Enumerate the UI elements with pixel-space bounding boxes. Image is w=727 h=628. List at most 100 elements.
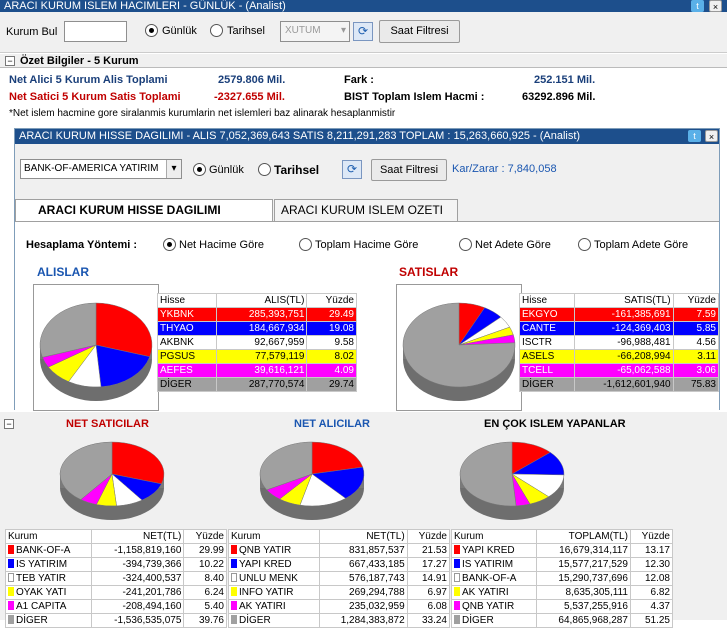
satis-pct-cell: 75.83 <box>672 377 720 392</box>
en-cok-name-cell: IS YATIRIM <box>450 557 538 572</box>
tab-hisse-dagilimi[interactable]: ARACI KURUM HISSE DAGILIMI <box>15 199 273 221</box>
net-alici-row[interactable]: UNLU MENK 576,187,743 14.91 <box>227 571 451 586</box>
net-satici-row[interactable]: DİGER -1,536,535,075 39.76 <box>4 613 227 628</box>
tarihsel-radio[interactable] <box>210 24 223 37</box>
net-satici-row[interactable]: BANK-OF-A -1,158,819,160 29.99 <box>4 543 227 558</box>
pie-slice-di-ger[interactable] <box>59 441 113 500</box>
close-icon[interactable]: × <box>705 130 718 142</box>
alis-row[interactable]: PGSUS 77,579,119 8.02 <box>156 349 357 364</box>
satis-table: Hisse SATIS(TL) Yüzde EKGYO -161,385,691 7.59… <box>518 293 720 392</box>
satis-row[interactable]: TCELL -65,062,588 3.06 <box>518 363 720 378</box>
net-alici-name-cell: DİGER <box>227 613 321 628</box>
satis-col-header[interactable]: SATIS(TL) <box>574 293 674 308</box>
net-alici-col-header[interactable]: NET(TL) <box>319 529 408 544</box>
method-radio-net-adet[interactable] <box>459 238 472 251</box>
fark-value: 252.151 Mil. <box>534 74 596 86</box>
index-select[interactable]: XUTUM ▾ <box>280 21 350 42</box>
pie-slice-di-ger[interactable] <box>402 302 516 388</box>
satis-row[interactable]: ASELS -66,208,994 3.11 <box>518 349 720 364</box>
color-swatch <box>8 559 14 568</box>
summary-note: *Net islem hacmine gore siralanmis kurum… <box>9 108 396 119</box>
panel-title: ARACI KURUM HISSE DAGILIMI - ALIS 7,052,… <box>19 130 581 142</box>
pie-slice-di-ger[interactable] <box>459 441 517 507</box>
net-satici-row[interactable]: OYAK YATI -241,201,786 6.24 <box>4 585 227 600</box>
alis-col-header[interactable]: Yüzde <box>306 293 357 308</box>
panel-saat-filtresi-button[interactable]: Saat Filtresi <box>371 159 447 181</box>
alis-col-header[interactable]: ALIS(TL) <box>216 293 308 308</box>
alis-pct-cell: 29.49 <box>306 307 357 322</box>
net-satici-col-header[interactable]: NET(TL) <box>91 529 185 544</box>
bottom-section: − NET SATICILAR NET ALICILAR EN ÇOK ISLE… <box>0 412 727 628</box>
alis-row[interactable]: AKBNK 92,667,959 9.58 <box>156 335 357 350</box>
en-cok-row[interactable]: YAPI KRED 16,679,314,117 13.17 <box>450 543 674 558</box>
net-alici-col-header[interactable]: Kurum <box>227 529 321 544</box>
en-cok-col-header[interactable]: Yüzde <box>629 529 674 544</box>
pie-slice-ykbnk[interactable] <box>95 302 153 357</box>
collapse-icon[interactable]: − <box>4 419 14 429</box>
panel-gunluk-radio[interactable] <box>193 163 206 176</box>
satis-col-header[interactable]: Hisse <box>518 293 576 308</box>
net-satici-row[interactable]: TEB YATIR -324,400,537 8.40 <box>4 571 227 586</box>
pie-slice-qnb-yatir[interactable] <box>311 441 364 475</box>
en-cok-name-cell: AK YATIRI <box>450 585 538 600</box>
satis-row[interactable]: DİGER -1,612,601,940 75.83 <box>518 377 720 392</box>
saat-filtresi-button[interactable]: Saat Filtresi <box>379 20 460 43</box>
en-cok-col-header[interactable]: Kurum <box>450 529 538 544</box>
satici-label: Net Satici 5 Kurum Satis Toplami <box>9 91 181 103</box>
twitter-icon[interactable]: t <box>691 0 704 12</box>
net-alici-row[interactable]: AK YATIRI 235,032,959 6.08 <box>227 599 451 614</box>
panel-refresh-icon[interactable]: ⟳ <box>342 160 362 179</box>
refresh-icon[interactable]: ⟳ <box>353 22 373 41</box>
alis-row[interactable]: DİGER 287,770,574 29.74 <box>156 377 357 392</box>
net-satici-name-cell: OYAK YATI <box>4 585 93 600</box>
gunluk-radio[interactable] <box>145 24 158 37</box>
net-saticilar-table: Kurum NET(TL) Yüzde BANK-OF-A -1,158,819,160… <box>4 529 227 628</box>
en-cok-row[interactable]: DİGER 64,865,968,287 51.25 <box>450 613 674 628</box>
en-cok-pct-cell: 12.30 <box>629 557 674 572</box>
en-cok-value-cell: 5,537,255,916 <box>536 599 631 614</box>
net-satici-value-cell: -324,400,537 <box>91 571 185 586</box>
method-radio-toplam-hacim[interactable] <box>299 238 312 251</box>
pie-slice-di-ger[interactable] <box>259 441 313 491</box>
net-satici-row[interactable]: IS YATIRIM -394,739,366 10.22 <box>4 557 227 572</box>
close-icon[interactable]: × <box>709 0 722 12</box>
method-radio-net-hacim[interactable] <box>163 238 176 251</box>
net-satici-row[interactable]: A1 CAPITA -208,494,160 5.40 <box>4 599 227 614</box>
en-cok-col-header[interactable]: TOPLAM(TL) <box>536 529 631 544</box>
panel-tarihsel-radio[interactable] <box>258 163 271 176</box>
method-radio-toplam-adet[interactable] <box>578 238 591 251</box>
pie-slice-bank-of-a[interactable] <box>111 441 165 485</box>
net-alici-row[interactable]: DİGER 1,284,383,872 33.24 <box>227 613 451 628</box>
alis-row[interactable]: YKBNK 285,393,751 29.49 <box>156 307 357 322</box>
pie-slice-unlu-menk[interactable] <box>299 473 347 507</box>
net-alici-col-header[interactable]: Yüzde <box>406 529 451 544</box>
net-alici-pct-cell: 14.91 <box>406 571 451 586</box>
alis-header-row: Hisse ALIS(TL) Yüzde <box>156 293 357 308</box>
pie-slice-yapi-kred[interactable] <box>311 466 365 499</box>
net-satici-col-header[interactable]: Kurum <box>4 529 93 544</box>
kurum-search-input[interactable] <box>64 21 127 42</box>
net-alici-row[interactable]: QNB YATIR 831,857,537 21.53 <box>227 543 451 558</box>
collapse-icon[interactable]: − <box>5 56 15 66</box>
satis-row[interactable]: EKGYO -161,385,691 7.59 <box>518 307 720 322</box>
twitter-icon[interactable]: t <box>688 130 701 142</box>
en-cok-row[interactable]: AK YATIRI 8,635,305,111 6.82 <box>450 585 674 600</box>
net-alici-row[interactable]: YAPI KRED 667,433,185 17.27 <box>227 557 451 572</box>
en-cok-row[interactable]: QNB YATIR 5,537,255,916 4.37 <box>450 599 674 614</box>
en-cok-name-cell: QNB YATIR <box>450 599 538 614</box>
satis-row[interactable]: ISCTR -96,988,481 4.56 <box>518 335 720 350</box>
net-alici-row[interactable]: INFO YATIR 269,294,788 6.97 <box>227 585 451 600</box>
alis-row[interactable]: THYAO 184,667,934 19.08 <box>156 321 357 336</box>
alis-row[interactable]: AEFES 39,616,121 4.09 <box>156 363 357 378</box>
broker-select[interactable]: BANK-OF-AMERICA YATIRIM ▾ <box>20 159 182 179</box>
pie-slice-thyao[interactable] <box>95 344 151 388</box>
alis-col-header[interactable]: Hisse <box>156 293 218 308</box>
tab-islem-ozeti[interactable]: ARACI KURUM ISLEM OZETI <box>274 199 458 221</box>
net-satici-col-header[interactable]: Yüzde <box>183 529 227 544</box>
satis-col-header[interactable]: Yüzde <box>672 293 720 308</box>
en-cok-row[interactable]: BANK-OF-A 15,290,737,696 12.08 <box>450 571 674 586</box>
en-cok-row[interactable]: IS YATIRIM 15,577,217,529 12.30 <box>450 557 674 572</box>
pie-slice-di-ger[interactable] <box>39 302 97 358</box>
satis-row[interactable]: CANTE -124,369,403 5.85 <box>518 321 720 336</box>
alis-name-cell: DİGER <box>156 377 218 392</box>
